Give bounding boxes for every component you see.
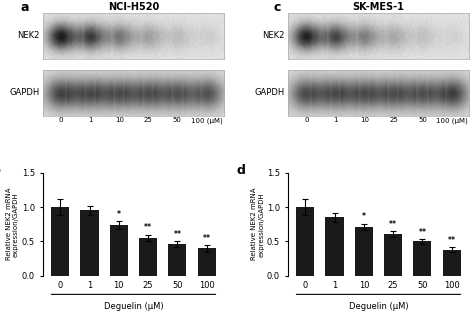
Bar <box>443 250 461 276</box>
Text: **: ** <box>144 223 152 232</box>
Y-axis label: Relative NEK2 mRNA
expression/GAPDH: Relative NEK2 mRNA expression/GAPDH <box>251 188 264 261</box>
Y-axis label: GAPDH: GAPDH <box>255 88 285 97</box>
Y-axis label: NEK2: NEK2 <box>18 31 40 40</box>
Text: c: c <box>273 1 281 14</box>
Bar <box>326 217 344 276</box>
Bar <box>413 242 431 276</box>
Bar <box>81 210 99 276</box>
Bar <box>355 227 373 276</box>
Text: *: * <box>362 212 366 222</box>
Bar <box>384 234 402 276</box>
Bar <box>109 225 128 276</box>
Y-axis label: Relative NEK2 mRNA
expression/GAPDH: Relative NEK2 mRNA expression/GAPDH <box>6 188 19 261</box>
Y-axis label: GAPDH: GAPDH <box>9 88 40 97</box>
Text: *: * <box>117 210 121 219</box>
Bar <box>198 248 216 276</box>
Bar <box>168 244 186 276</box>
Bar <box>139 238 157 276</box>
Text: **: ** <box>173 230 182 239</box>
Text: **: ** <box>419 228 427 236</box>
Text: a: a <box>21 1 29 14</box>
Text: d: d <box>237 164 246 177</box>
Text: **: ** <box>447 236 456 245</box>
Title: SK-MES-1: SK-MES-1 <box>353 2 404 12</box>
Text: **: ** <box>202 234 210 243</box>
Bar <box>51 207 69 276</box>
Title: NCI-H520: NCI-H520 <box>108 2 159 12</box>
Y-axis label: NEK2: NEK2 <box>263 31 285 40</box>
Bar <box>296 207 314 276</box>
Text: Deguelin (μM): Deguelin (μM) <box>349 301 408 311</box>
Text: Deguelin (μM): Deguelin (μM) <box>104 301 163 311</box>
Text: **: ** <box>389 220 397 229</box>
